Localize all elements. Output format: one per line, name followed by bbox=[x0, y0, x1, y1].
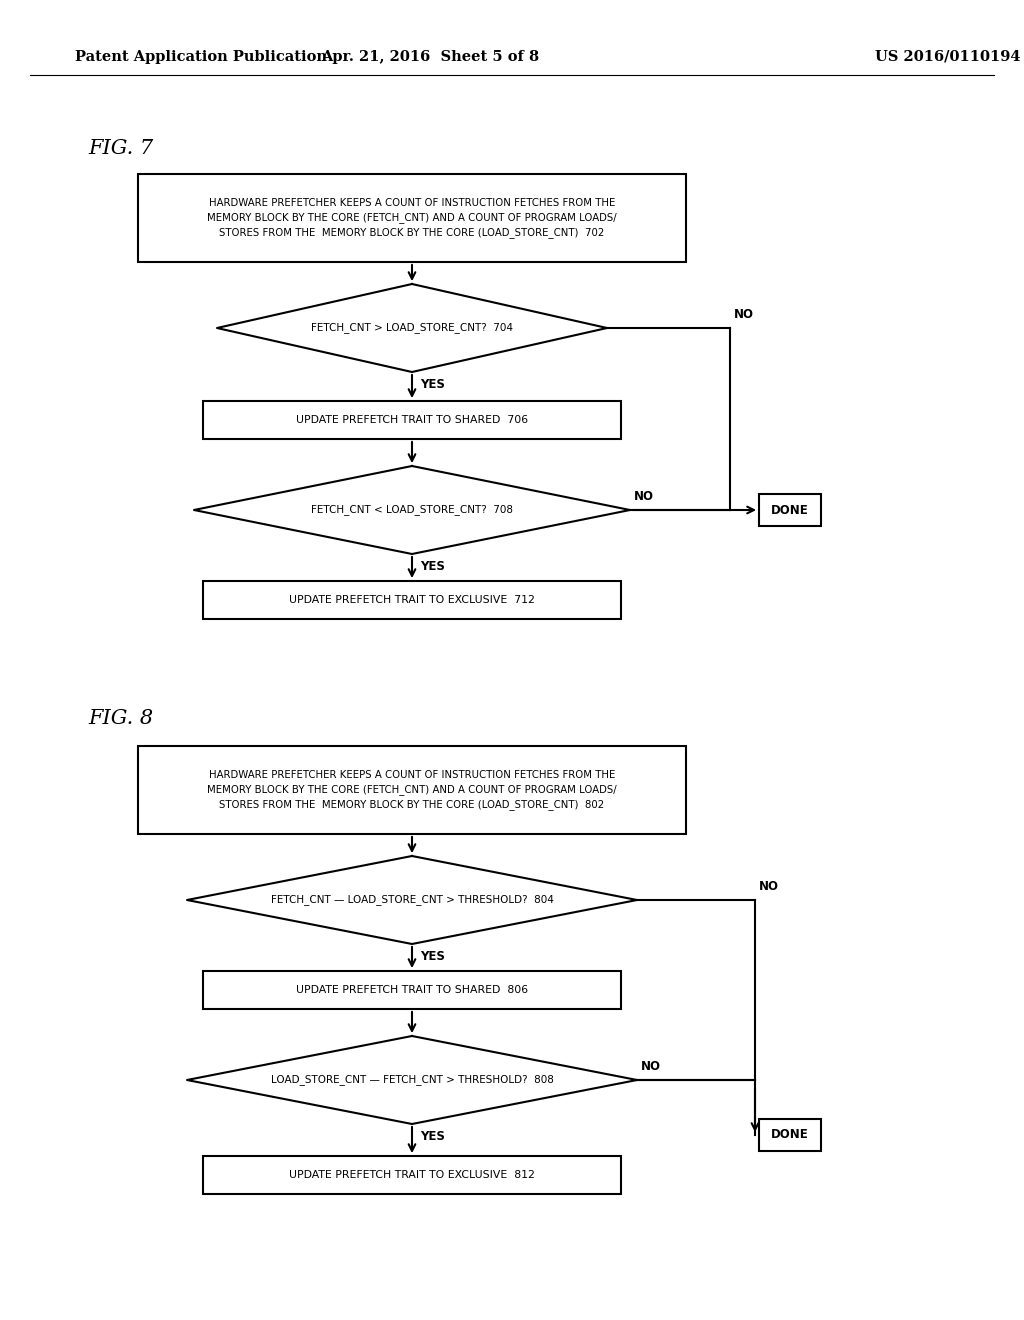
Text: NO: NO bbox=[641, 1060, 662, 1072]
Text: Apr. 21, 2016  Sheet 5 of 8: Apr. 21, 2016 Sheet 5 of 8 bbox=[321, 50, 539, 63]
Polygon shape bbox=[217, 284, 607, 372]
Bar bbox=[138, 174, 686, 261]
Polygon shape bbox=[187, 1036, 637, 1125]
Text: YES: YES bbox=[420, 560, 444, 573]
Text: HARDWARE PREFETCHER KEEPS A COUNT OF INSTRUCTION FETCHES FROM THE
MEMORY BLOCK B: HARDWARE PREFETCHER KEEPS A COUNT OF INS… bbox=[207, 198, 616, 238]
Bar bbox=[138, 746, 686, 834]
Text: NO: NO bbox=[734, 308, 754, 321]
Polygon shape bbox=[187, 855, 637, 944]
Text: US 2016/0110194 A1: US 2016/0110194 A1 bbox=[874, 50, 1024, 63]
Text: LOAD_STORE_CNT — FETCH_CNT > THRESHOLD?  808: LOAD_STORE_CNT — FETCH_CNT > THRESHOLD? … bbox=[270, 1074, 553, 1085]
Bar bbox=[203, 581, 621, 619]
Text: UPDATE PREFETCH TRAIT TO SHARED  806: UPDATE PREFETCH TRAIT TO SHARED 806 bbox=[296, 985, 528, 995]
Text: DONE: DONE bbox=[771, 1129, 809, 1142]
Text: FETCH_CNT — LOAD_STORE_CNT > THRESHOLD?  804: FETCH_CNT — LOAD_STORE_CNT > THRESHOLD? … bbox=[270, 895, 553, 906]
Text: FIG. 8: FIG. 8 bbox=[88, 709, 154, 727]
Bar bbox=[203, 972, 621, 1008]
Bar bbox=[759, 494, 821, 525]
Text: HARDWARE PREFETCHER KEEPS A COUNT OF INSTRUCTION FETCHES FROM THE
MEMORY BLOCK B: HARDWARE PREFETCHER KEEPS A COUNT OF INS… bbox=[207, 770, 616, 810]
Polygon shape bbox=[194, 466, 630, 554]
Text: NO: NO bbox=[634, 490, 654, 503]
Text: YES: YES bbox=[420, 378, 444, 391]
Text: UPDATE PREFETCH TRAIT TO EXCLUSIVE  712: UPDATE PREFETCH TRAIT TO EXCLUSIVE 712 bbox=[289, 595, 535, 605]
Bar bbox=[203, 401, 621, 440]
Text: NO: NO bbox=[759, 879, 779, 892]
Text: FETCH_CNT > LOAD_STORE_CNT?  704: FETCH_CNT > LOAD_STORE_CNT? 704 bbox=[311, 322, 513, 334]
Bar bbox=[203, 1156, 621, 1195]
Text: UPDATE PREFETCH TRAIT TO EXCLUSIVE  812: UPDATE PREFETCH TRAIT TO EXCLUSIVE 812 bbox=[289, 1170, 535, 1180]
Bar bbox=[759, 1119, 821, 1151]
Text: UPDATE PREFETCH TRAIT TO SHARED  706: UPDATE PREFETCH TRAIT TO SHARED 706 bbox=[296, 414, 528, 425]
Text: FETCH_CNT < LOAD_STORE_CNT?  708: FETCH_CNT < LOAD_STORE_CNT? 708 bbox=[311, 504, 513, 515]
Text: DONE: DONE bbox=[771, 503, 809, 516]
Text: YES: YES bbox=[420, 1130, 444, 1143]
Text: YES: YES bbox=[420, 950, 444, 964]
Text: Patent Application Publication: Patent Application Publication bbox=[75, 50, 327, 63]
Text: FIG. 7: FIG. 7 bbox=[88, 139, 154, 157]
